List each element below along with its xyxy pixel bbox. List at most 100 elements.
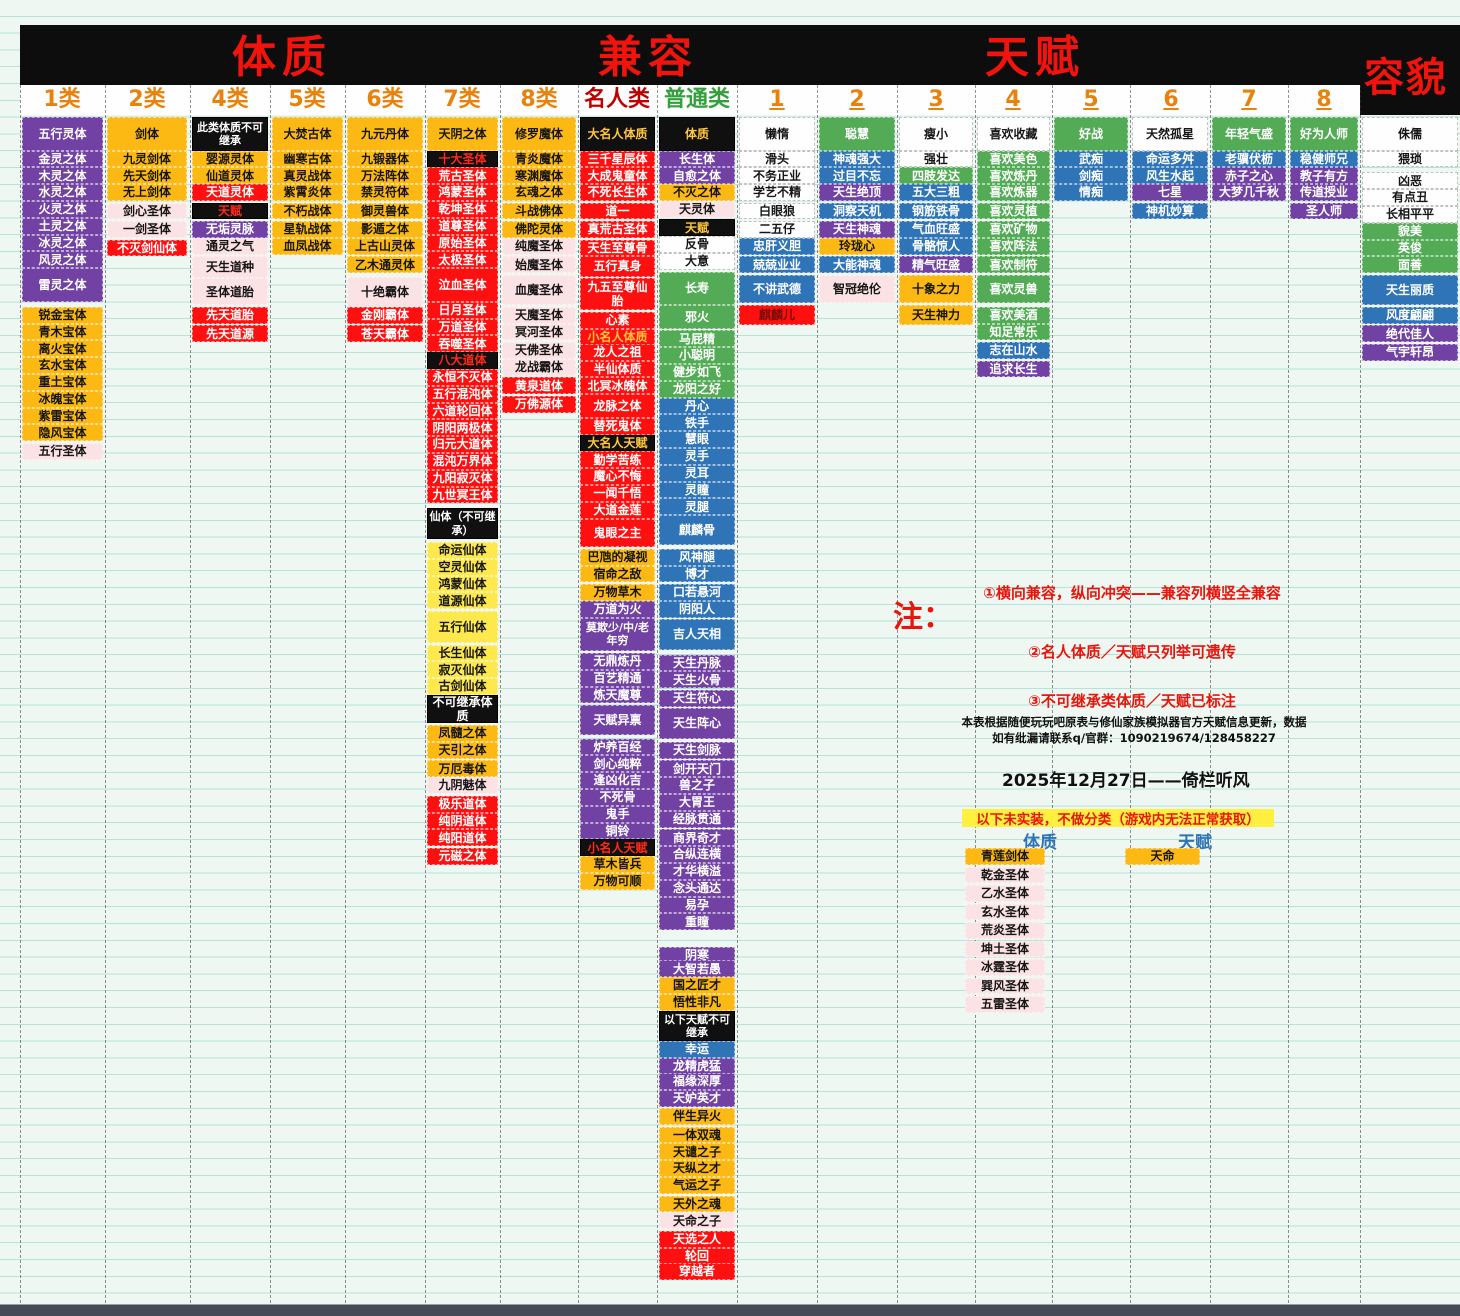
table-cell[interactable]: 喜欢收藏 xyxy=(977,117,1050,151)
table-cell[interactable]: 天生绝顶 xyxy=(819,184,895,201)
table-cell[interactable]: 天生神力 xyxy=(899,305,973,326)
table-cell[interactable]: 年轻气盛 xyxy=(1212,117,1286,151)
table-cell[interactable]: 侏儒 xyxy=(1362,117,1458,151)
table-cell[interactable]: 体质 xyxy=(659,117,735,151)
table-cell[interactable]: 天赋 xyxy=(192,202,268,220)
table-cell[interactable]: 八大道体 xyxy=(427,352,498,369)
table-cell[interactable]: 圣体道胎 xyxy=(192,278,268,306)
table-cell[interactable]: 五行圣体 xyxy=(22,442,103,460)
table-cell[interactable]: 乙木通灵体 xyxy=(347,256,423,274)
table-cell[interactable]: 无上剑体 xyxy=(107,184,187,201)
table-cell[interactable]: 喜欢矿物 xyxy=(977,221,1050,238)
table-cell[interactable]: 剑痴 xyxy=(1054,167,1128,185)
table-cell[interactable]: 绝代佳人 xyxy=(1362,325,1458,343)
table-cell[interactable]: 乾金圣体 xyxy=(965,866,1045,883)
table-cell[interactable]: 伴生异火 xyxy=(659,1108,735,1125)
table-cell[interactable]: 仙体（不可继承） xyxy=(427,508,498,539)
table-cell[interactable]: 原始圣体 xyxy=(427,234,498,252)
table-cell[interactable]: 九锻器体 xyxy=(347,150,423,168)
table-cell[interactable]: 天外之魂 xyxy=(659,1195,735,1213)
table-cell[interactable]: 洞察天机 xyxy=(819,202,895,220)
table-cell[interactable]: 喜欢灵兽 xyxy=(977,274,1050,304)
table-cell[interactable]: 天命 xyxy=(1125,848,1200,865)
table-cell[interactable]: 大能神魂 xyxy=(819,256,895,274)
table-cell[interactable]: 乙水圣体 xyxy=(965,885,1045,902)
table-cell[interactable]: 五行真身 xyxy=(580,256,655,277)
table-cell[interactable]: 四肢发达 xyxy=(899,167,973,185)
table-cell[interactable]: 血魔圣体 xyxy=(502,274,576,306)
table-cell[interactable]: 万物草木 xyxy=(580,584,655,601)
table-cell[interactable]: 万佛源体 xyxy=(502,395,576,413)
table-cell[interactable]: 智冠绝伦 xyxy=(819,274,895,304)
table-cell[interactable]: 纯阴道体 xyxy=(427,812,498,830)
table-cell[interactable]: 志在山水 xyxy=(977,342,1050,359)
table-cell[interactable]: 大名人体质 xyxy=(580,117,655,151)
table-cell[interactable]: 一剑圣体 xyxy=(107,221,187,238)
table-cell[interactable]: 剑心纯粹 xyxy=(580,755,655,773)
table-cell[interactable]: 天生道种 xyxy=(192,256,268,279)
table-cell[interactable]: 猥琐 xyxy=(1362,150,1458,168)
table-cell[interactable]: 商界奇才 xyxy=(659,829,735,847)
table-cell[interactable]: 先天道胎 xyxy=(192,306,268,324)
table-cell[interactable]: 长寿 xyxy=(659,271,735,306)
table-cell[interactable]: 健步如飞 xyxy=(659,363,735,381)
table-cell[interactable]: 空灵仙体 xyxy=(427,558,498,576)
table-cell[interactable]: 天谴之子 xyxy=(659,1143,735,1161)
table-cell[interactable]: 好为人师 xyxy=(1290,117,1358,151)
table-cell[interactable]: 骨骼惊人 xyxy=(899,237,973,255)
table-cell[interactable]: 口若悬河 xyxy=(659,584,735,601)
table-cell[interactable]: 风灵之体 xyxy=(22,251,103,269)
table-cell[interactable]: 婴源灵体 xyxy=(192,150,268,168)
table-cell[interactable]: 此类体质不可继承 xyxy=(192,117,268,151)
table-cell[interactable]: 天灵体 xyxy=(659,201,735,218)
table-cell[interactable]: 仙道灵体 xyxy=(192,167,268,185)
table-cell[interactable]: 喜欢阵法 xyxy=(977,237,1050,255)
table-cell[interactable]: 草木皆兵 xyxy=(580,856,655,873)
table-cell[interactable]: 离火宝体 xyxy=(22,340,103,358)
table-cell[interactable]: 鬼手 xyxy=(580,805,655,823)
table-cell[interactable]: 神机妙算 xyxy=(1132,202,1208,220)
table-cell[interactable]: 巽风圣体 xyxy=(965,977,1045,994)
table-cell[interactable]: 不朽战体 xyxy=(272,202,343,220)
table-cell[interactable]: 悟性非凡 xyxy=(659,993,735,1011)
table-cell[interactable]: 大成鬼童体 xyxy=(580,167,655,185)
table-cell[interactable]: 五行混沌体 xyxy=(427,385,498,403)
table-cell[interactable]: 星轨战体 xyxy=(272,221,343,238)
table-cell[interactable]: 炉养百经 xyxy=(580,738,655,756)
table-cell[interactable]: 慧眼 xyxy=(659,431,735,448)
table-cell[interactable]: 聪慧 xyxy=(819,117,895,151)
table-cell[interactable]: 才华横溢 xyxy=(659,862,735,880)
table-cell[interactable]: 天生符心 xyxy=(659,689,735,707)
table-cell[interactable]: 九元丹体 xyxy=(347,117,423,151)
table-cell[interactable]: 重瞳 xyxy=(659,913,735,931)
table-cell[interactable]: 大智若愚 xyxy=(659,960,735,978)
table-cell[interactable]: 喜欢制符 xyxy=(977,256,1050,274)
table-cell[interactable]: 懒惰 xyxy=(739,117,815,151)
table-cell[interactable]: 替死鬼体 xyxy=(580,417,655,435)
table-cell[interactable]: 北冥冰魄体 xyxy=(580,377,655,395)
table-cell[interactable]: 知足常乐 xyxy=(977,323,1050,341)
table-cell[interactable]: 好战 xyxy=(1054,117,1128,151)
table-cell[interactable]: 九阴魅体 xyxy=(427,777,498,795)
table-cell[interactable]: 博才 xyxy=(659,565,735,583)
table-cell[interactable]: 风神腿 xyxy=(659,548,735,566)
table-cell[interactable]: 九阳寂灭体 xyxy=(427,469,498,487)
table-cell[interactable]: 大胃王 xyxy=(659,794,735,811)
column-label-1[interactable]: 1 xyxy=(769,87,785,112)
table-cell[interactable]: 邪火 xyxy=(659,305,735,329)
table-cell[interactable]: 御灵兽体 xyxy=(347,202,423,220)
column-label-8[interactable]: 8 xyxy=(1316,87,1332,112)
table-cell[interactable]: 纯阳道体 xyxy=(427,829,498,847)
table-cell[interactable]: 过目不忘 xyxy=(819,167,895,185)
table-cell[interactable]: 龙战霸体 xyxy=(502,358,576,376)
table-cell[interactable]: 先天道源 xyxy=(192,325,268,343)
table-cell[interactable]: 无垢灵脉 xyxy=(192,221,268,238)
table-cell[interactable]: 苍天霸体 xyxy=(347,325,423,343)
table-cell[interactable]: 天生丹脉 xyxy=(659,654,735,672)
table-cell[interactable]: 真荒古圣体 xyxy=(580,221,655,238)
table-cell[interactable]: 道尊圣体 xyxy=(427,217,498,235)
table-cell[interactable]: 元磁之体 xyxy=(427,847,498,865)
table-cell[interactable]: 情痴 xyxy=(1054,184,1128,201)
column-label-3[interactable]: 3 xyxy=(928,87,944,112)
column-label-5[interactable]: 5 xyxy=(1083,87,1099,112)
